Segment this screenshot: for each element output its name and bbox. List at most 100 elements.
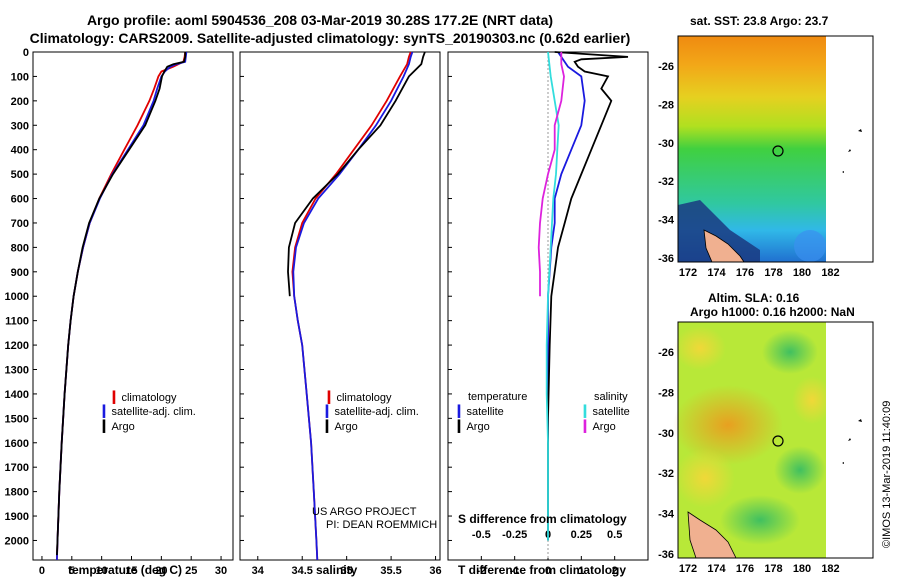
diff-legend-temperature-heading: temperature [468, 391, 528, 403]
x-tick-label: 34.5 [292, 565, 313, 577]
depth-tick-label: 1400 [5, 389, 29, 401]
x-tick-label: 2 [612, 565, 618, 577]
series-argo [56, 52, 187, 556]
map-lat-tick-label: -32 [658, 468, 674, 480]
temp-legend-satellite: ▎satellite-adj. clim. [103, 406, 196, 418]
series-satellite-adj-clim- [56, 51, 188, 561]
plot-title-line1: Argo profile: aoml 5904536_208 03-Mar-20… [86, 12, 554, 28]
sst-land [703, 229, 745, 263]
x-tick-label: 35 [341, 565, 353, 577]
map-lat-tick-label: -28 [658, 99, 674, 111]
series-argo [287, 51, 426, 297]
depth-tick-label: 900 [11, 267, 29, 279]
map-lon-tick-label: 172 [679, 563, 697, 575]
map-lon-tick-label: 174 [707, 267, 726, 279]
copyright-timestamp: ©IMOS 13-Mar-2019 11:40:09 [881, 400, 893, 548]
diff-legend-salinity-heading: salinity [594, 391, 628, 403]
depth-tick-label: 1600 [5, 438, 29, 450]
depth-tick-label: 1100 [5, 316, 29, 328]
salinity-panel-frame [239, 51, 441, 561]
x-tick-label: -2 [476, 565, 486, 577]
temp-legend-climatology: ▎climatology [113, 392, 177, 404]
depth-tick-label: 2000 [5, 535, 29, 547]
map-lon-tick-label: 182 [821, 267, 839, 279]
x-tick-label: 30 [215, 565, 227, 577]
sst-cold-patch [678, 200, 760, 262]
map-lat-tick-label: -36 [658, 549, 674, 561]
map-lon-tick-label: 172 [679, 267, 697, 279]
sal-legend-satellite: ▎satellite-adj. clim. [326, 406, 419, 418]
s-diff-tick-label: -0.25 [502, 529, 527, 541]
x-tick-label: 15 [125, 565, 137, 577]
x-tick-label: 25 [185, 565, 197, 577]
diff-legend-t-argo: ▎Argo [458, 421, 490, 433]
depth-tick-label: 1000 [5, 291, 29, 303]
x-tick-label: -1 [510, 565, 520, 577]
series-s-argo [537, 52, 565, 297]
x-tick-label: 36 [429, 565, 441, 577]
credit-pi: PI: DEAN ROEMMICH [326, 519, 438, 531]
credit-project: US ARGO PROJECT [312, 506, 417, 518]
sal-legend-argo: ▎Argo [326, 421, 358, 433]
map-lat-tick-label: -28 [658, 387, 674, 399]
series-s-satellite [545, 51, 560, 541]
sla-map-title-line2: Argo h1000: 0.16 h2000: NaN [690, 305, 855, 319]
x-tick-label: 0 [545, 565, 551, 577]
diff-legend-s-argo: ▎Argo [584, 421, 616, 433]
depth-tick-label: 0 [23, 47, 29, 59]
diff-legend-t-satellite: ▎satellite [458, 406, 504, 418]
map-lon-tick-label: 180 [793, 267, 811, 279]
map-lat-tick-label: -30 [658, 428, 674, 440]
temperature-panel-frame [32, 51, 234, 561]
depth-tick-label: 1500 [5, 413, 29, 425]
map-lat-tick-label: -26 [658, 347, 674, 359]
map-lat-tick-label: -34 [658, 509, 675, 521]
x-tick-label: 1 [578, 565, 584, 577]
temperature-axis-label: temperature (deg C) [68, 563, 183, 577]
diff-legend-s-satellite: ▎satellite [584, 406, 630, 418]
map-lat-tick-label: -32 [658, 176, 674, 188]
x-tick-label: 35.5 [380, 565, 401, 577]
s-diff-tick-label: 0.5 [607, 529, 622, 541]
sst-map-title: sat. SST: 23.8 Argo: 23.7 [690, 14, 829, 28]
sla-land [687, 511, 737, 559]
map-lon-tick-label: 176 [736, 267, 754, 279]
depth-tick-label: 1200 [5, 340, 29, 352]
series-t-satellite [547, 51, 586, 541]
depth-tick-label: 1700 [5, 462, 29, 474]
sal-legend-climatology: ▎climatology [328, 392, 392, 404]
sla-map-title-line1: Altim. SLA: 0.16 [708, 291, 800, 305]
depth-tick-label: 700 [11, 218, 29, 230]
sla-map [673, 321, 874, 559]
map-lat-tick-label: -26 [658, 61, 674, 73]
map-lon-tick-label: 174 [707, 563, 726, 575]
map-lon-tick-label: 178 [764, 563, 782, 575]
series-climatology [291, 51, 412, 561]
sst-argo-position-marker [772, 145, 784, 157]
map-lat-tick-label: -34 [658, 215, 675, 227]
depth-tick-label: 500 [11, 169, 29, 181]
depth-tick-label: 200 [11, 96, 29, 108]
temp-legend-argo: ▎Argo [103, 421, 135, 433]
x-tick-label: 10 [96, 565, 108, 577]
series-satellite-adj-clim- [292, 51, 414, 561]
series-t-argo [547, 51, 629, 541]
t-difference-axis-label: T difference from climatology [458, 563, 627, 577]
s-diff-tick-label: 0.25 [571, 529, 592, 541]
depth-tick-label: 800 [11, 242, 29, 254]
series-climatology [56, 51, 187, 561]
x-tick-label: 20 [155, 565, 167, 577]
map-lat-tick-label: -36 [658, 253, 674, 265]
map-lon-tick-label: 176 [736, 563, 754, 575]
depth-tick-label: 1900 [5, 511, 29, 523]
x-tick-label: 5 [69, 565, 75, 577]
x-tick-label: 34 [252, 565, 265, 577]
salinity-axis-label: salinity [316, 563, 358, 577]
plot-title-line2: Climatology: CARS2009. Satellite-adjuste… [29, 30, 631, 46]
map-lon-tick-label: 180 [793, 563, 811, 575]
map-lon-tick-label: 178 [764, 267, 782, 279]
depth-tick-label: 400 [11, 145, 29, 157]
depth-tick-label: 600 [11, 194, 29, 206]
depth-tick-label: 1800 [5, 487, 29, 499]
